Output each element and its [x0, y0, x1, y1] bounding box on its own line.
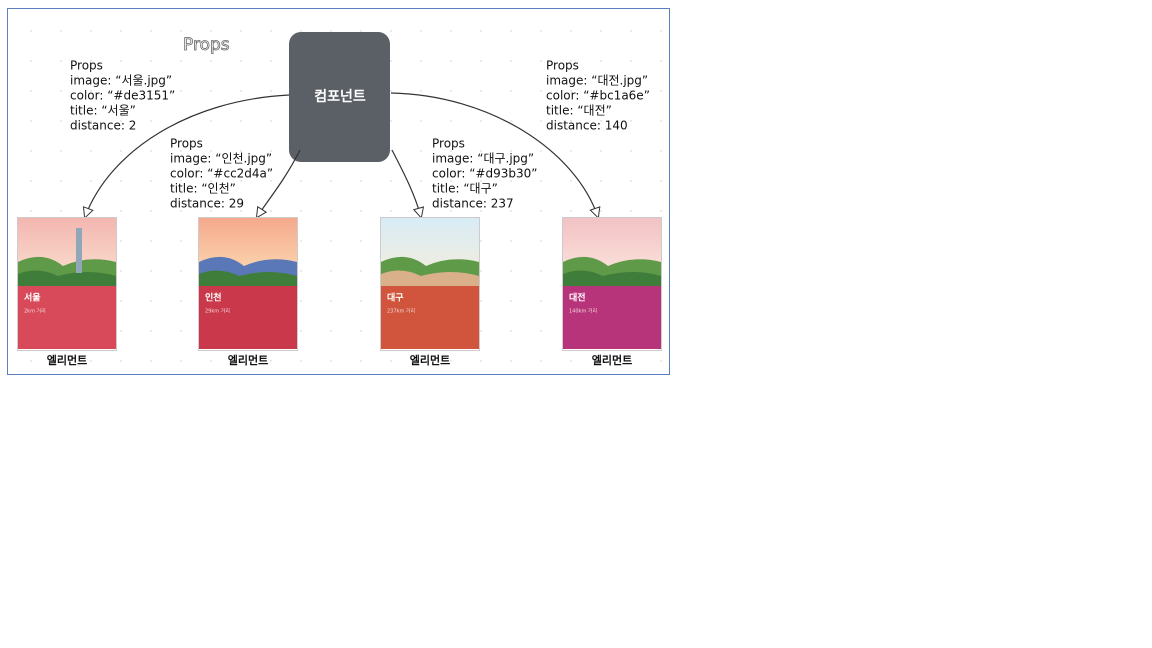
card-body: [381, 286, 479, 349]
card-body: [199, 286, 297, 349]
scenery: [199, 270, 297, 286]
prop-line: title: “서울”: [70, 104, 136, 118]
card-caption: 엘리먼트: [592, 353, 632, 367]
prop-line: image: “인천.jpg”: [170, 151, 272, 166]
card-title: 서울: [24, 292, 41, 304]
prop-line: color: “#cc2d4a”: [170, 167, 273, 181]
prop-line: distance: 140: [546, 119, 628, 133]
scenery: [563, 270, 661, 286]
card-title: 대구: [387, 292, 404, 304]
prop-line: image: “대전.jpg”: [546, 74, 648, 88]
card-subtitle: 237km 거리: [387, 308, 415, 315]
card-subtitle: 2km 거리: [24, 308, 46, 315]
component-label: 컴포넌트: [314, 89, 366, 105]
card-body: [563, 286, 661, 349]
title: Props: [183, 35, 230, 55]
tower: [76, 228, 82, 273]
prop-line: title: “대전”: [546, 104, 612, 118]
prop-line: color: “#d93b30”: [432, 167, 537, 181]
card-subtitle: 29km 거리: [205, 308, 230, 315]
card-body: [18, 286, 116, 349]
component-box: [289, 32, 390, 162]
arrows: [85, 92, 598, 217]
prop-line: image: “대구.jpg”: [432, 152, 534, 166]
scenery: [18, 270, 116, 286]
card-title: 대전: [569, 292, 586, 304]
prop-line: image: “서울.jpg”: [70, 74, 172, 88]
card-caption: 엘리먼트: [47, 353, 87, 367]
card-caption: 엘리먼트: [410, 353, 450, 367]
prop-line: distance: 237: [432, 197, 514, 211]
prop-line: color: “#bc1a6e”: [546, 89, 650, 103]
prop-line: Props: [170, 137, 203, 151]
prop-line: Props: [70, 59, 103, 73]
prop-line: Props: [546, 59, 579, 73]
scenery: [381, 270, 479, 286]
card-caption: 엘리먼트: [228, 353, 268, 367]
card-title: 인천: [205, 293, 222, 304]
card-subtitle: 140km 거리: [569, 308, 597, 315]
prop-line: Props: [432, 137, 465, 151]
prop-line: color: “#de3151”: [70, 89, 175, 103]
prop-line: distance: 2: [70, 119, 136, 133]
prop-line: title: “대구”: [432, 182, 498, 196]
prop-line: distance: 29: [170, 197, 244, 211]
prop-line: title: “인천”: [170, 181, 236, 196]
